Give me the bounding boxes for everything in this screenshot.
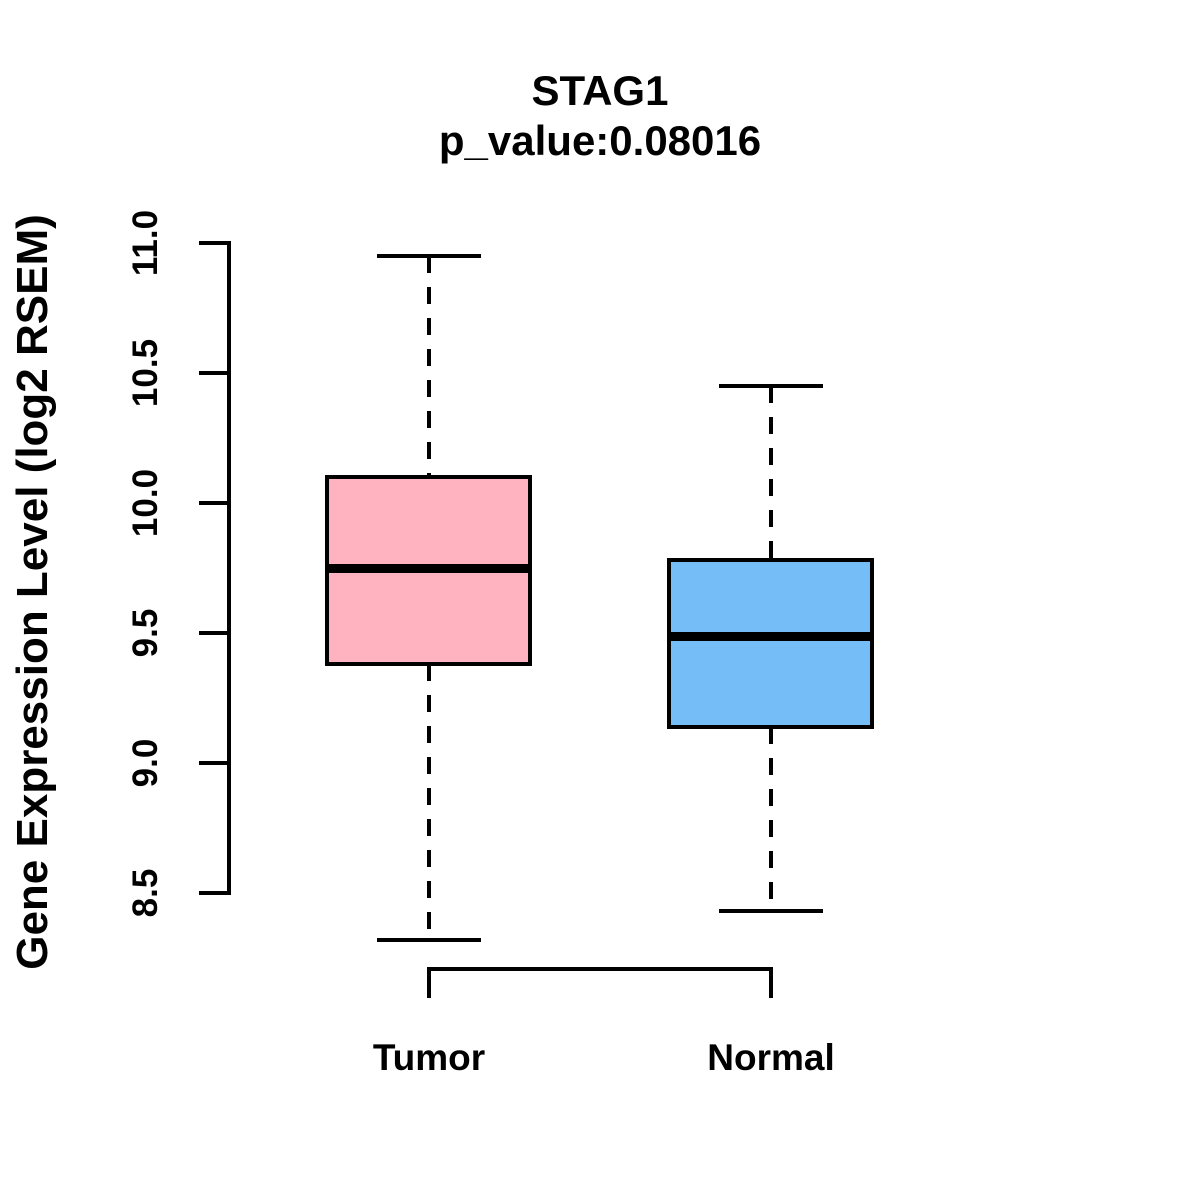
upper-whisker-cap-normal xyxy=(719,384,823,388)
y-axis-tick xyxy=(199,631,227,635)
x-axis-category-label-normal: Normal xyxy=(707,1037,835,1078)
chart-subtitle-pvalue: p_value:0.08016 xyxy=(438,117,762,164)
y-axis-tick xyxy=(199,241,227,245)
median-line-normal xyxy=(667,631,874,641)
chart-title: STAG1 xyxy=(531,67,669,114)
lower-whisker-normal xyxy=(769,726,773,912)
lower-whisker-cap-tumor xyxy=(377,937,481,942)
x-axis-category-label-tumor: Tumor xyxy=(372,1037,486,1078)
y-axis-tick-label: 8.5 xyxy=(126,868,165,918)
x-axis-bracket xyxy=(427,967,773,998)
y-axis-tick-label: 11.0 xyxy=(126,209,165,277)
median-line-tumor xyxy=(325,564,532,573)
upper-whisker-normal xyxy=(769,386,773,561)
y-axis-tick xyxy=(199,891,227,895)
y-axis-tick xyxy=(199,501,227,505)
y-axis-tick xyxy=(199,761,227,765)
y-axis-tick xyxy=(199,371,227,375)
upper-whisker-tumor xyxy=(427,256,431,477)
lower-whisker-tumor xyxy=(427,664,431,940)
y-axis-tick-label: 10.5 xyxy=(126,338,165,408)
y-axis-tick-label: 9.5 xyxy=(126,608,165,658)
y-axis-line xyxy=(227,241,231,895)
chart-title-block: STAG1 p_value:0.08016 xyxy=(0,70,1200,162)
y-axis-tick-label: 10.0 xyxy=(126,468,165,538)
box-normal xyxy=(667,558,874,729)
upper-whisker-cap-tumor xyxy=(377,254,481,258)
y-axis-tick-label: 9.0 xyxy=(126,738,165,788)
y-axis-title: Gene Expression Level (log2 RSEM) xyxy=(8,214,57,970)
lower-whisker-cap-normal xyxy=(719,909,823,914)
